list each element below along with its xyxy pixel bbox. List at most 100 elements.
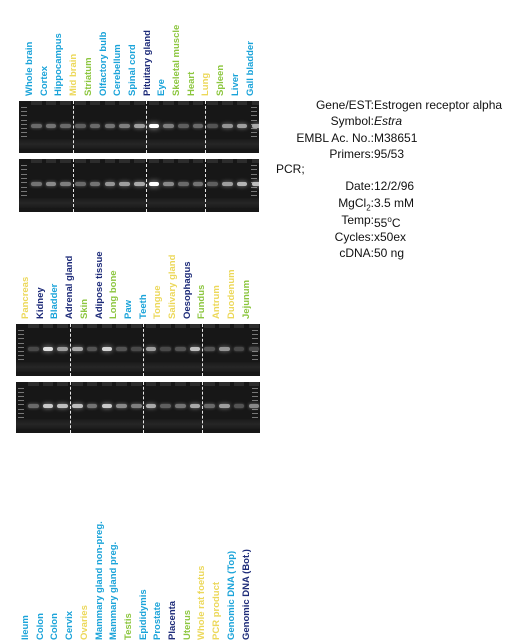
gel-band <box>101 347 113 351</box>
gel-well <box>233 382 245 386</box>
gel-well <box>119 101 130 105</box>
gel-well <box>101 382 113 386</box>
info-row-embl: EMBL Ac. No.: M38651 <box>0 130 512 146</box>
pcr-value: 3.5 mM <box>374 196 415 210</box>
gel-well <box>178 101 189 105</box>
pcr-row-cdna: cDNA: 50 ng <box>0 245 512 261</box>
gel-well <box>178 159 189 163</box>
gel-band <box>116 404 127 408</box>
gel-well <box>130 382 142 386</box>
gel-well <box>248 382 260 386</box>
gel-well <box>192 101 204 105</box>
gel-well <box>60 101 72 105</box>
pcr-row-cycles: Cycles: x50ex <box>0 229 512 245</box>
gel-band <box>251 182 259 186</box>
gel-well <box>248 324 260 328</box>
gel-band <box>133 182 145 186</box>
gel-band <box>248 404 260 408</box>
gel-band <box>233 347 245 351</box>
gel-well <box>57 324 69 328</box>
pcr-value: 55oC <box>374 215 401 230</box>
gel-band <box>204 347 216 351</box>
info-row-symbol: Symbol: Estra <box>0 113 512 129</box>
gel-band <box>233 404 245 408</box>
gel-band <box>45 124 57 128</box>
gel-well <box>148 101 160 105</box>
info-key: Symbol: <box>330 114 374 128</box>
gel-well <box>31 101 42 105</box>
gel-well <box>60 159 72 163</box>
gel-well <box>42 382 54 386</box>
pcr-key: Cycles: <box>334 230 374 244</box>
gel-well <box>251 159 259 163</box>
gel-band <box>222 124 233 128</box>
gel-well <box>104 159 116 163</box>
gel-well <box>251 101 259 105</box>
gel-band <box>236 124 248 128</box>
gel-band <box>42 404 54 408</box>
gel-well <box>192 159 204 163</box>
gel-band <box>72 347 83 351</box>
gel-band <box>86 347 98 351</box>
group-divider <box>146 159 148 212</box>
gel-band <box>119 124 130 128</box>
gel-well <box>133 159 145 163</box>
gel-well <box>42 324 54 328</box>
gel-band <box>148 124 160 128</box>
gel-well <box>236 159 248 163</box>
gel-band <box>160 347 171 351</box>
group-divider <box>143 324 145 376</box>
panel-2-gel-bottom <box>16 382 260 433</box>
pcr-value: 12/2/96 <box>374 179 415 193</box>
group-divider <box>72 159 74 212</box>
gel-well <box>45 159 57 163</box>
gel-band <box>219 404 230 408</box>
pcr-value: 50 ng <box>374 246 405 260</box>
info-key: Primers: <box>329 147 374 161</box>
group-divider <box>69 382 71 433</box>
panel-1-gel-top <box>19 101 259 153</box>
gel-band <box>207 182 219 186</box>
gel-band <box>189 347 201 351</box>
gel-band <box>75 182 86 186</box>
group-divider <box>204 101 206 153</box>
gel-band <box>207 124 219 128</box>
gel-band <box>89 182 101 186</box>
pcr-row-mgcl2: MgCl2: 3.5 mM <box>0 195 512 212</box>
pcr-label: PCR; <box>276 161 305 177</box>
info-value: Estrogen receptor alpha <box>374 98 503 112</box>
gel-band <box>192 124 204 128</box>
gel-band <box>57 347 69 351</box>
gel-band <box>222 182 233 186</box>
gel-well <box>222 101 233 105</box>
gel-well <box>145 324 157 328</box>
gel-well <box>45 101 57 105</box>
gel-well <box>75 159 86 163</box>
pcr-key: cDNA: <box>339 246 374 260</box>
gel-band <box>116 347 127 351</box>
gel-band <box>101 404 113 408</box>
pcr-key: Date: <box>345 179 374 193</box>
gel-well <box>175 324 186 328</box>
gel-band <box>251 124 259 128</box>
gel-band <box>28 347 39 351</box>
gel-well <box>160 324 171 328</box>
gel-band <box>28 404 39 408</box>
gel-well <box>222 159 233 163</box>
group-divider <box>204 159 206 212</box>
group-divider <box>146 101 148 153</box>
gel-well <box>28 324 39 328</box>
primer-front <box>19 198 259 208</box>
gel-band <box>86 404 98 408</box>
gel-well <box>86 382 98 386</box>
pcr-key: MgCl2: <box>338 196 374 213</box>
group-divider <box>72 101 74 153</box>
pcr-row-temp: Temp: 55oC <box>0 212 512 230</box>
gel-well <box>207 159 219 163</box>
gel-well <box>119 159 130 163</box>
gene-info: Gene/EST: Estrogen receptor alpha Symbol… <box>0 98 512 261</box>
gel-well <box>145 382 157 386</box>
gel-well <box>189 324 201 328</box>
panel-1-gel-bottom <box>19 159 259 212</box>
gel-band <box>236 182 248 186</box>
